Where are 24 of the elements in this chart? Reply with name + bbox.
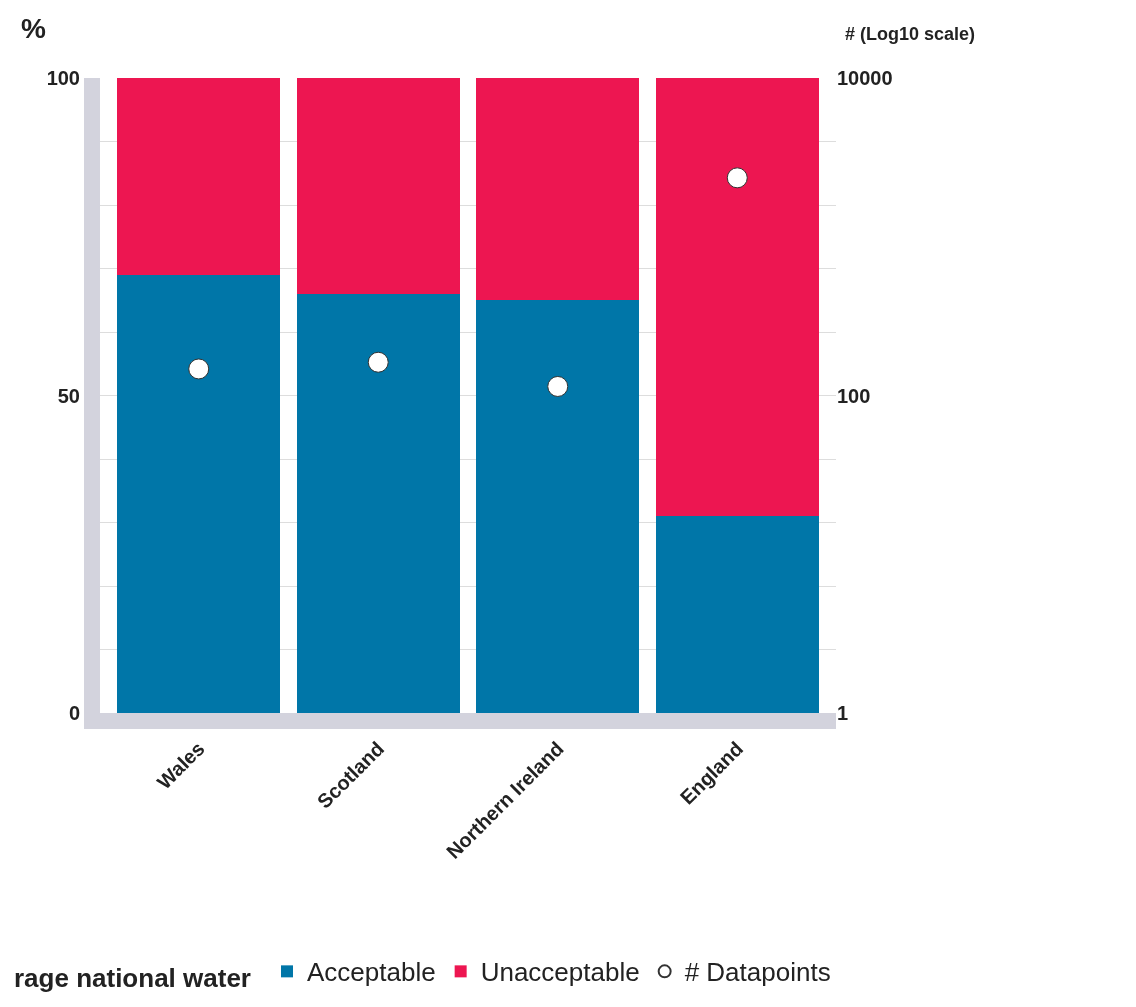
bar (296, 293, 460, 713)
point (547, 375, 569, 397)
bar (655, 78, 819, 517)
bar (476, 300, 640, 713)
y-tick-label: 50 (57, 384, 80, 407)
bar (476, 78, 640, 301)
y2-tick-label: 10000 (837, 67, 893, 89)
y-axis-title: % (21, 13, 46, 44)
bar (117, 78, 281, 275)
legend-label: Unacceptable (480, 957, 640, 988)
point (188, 358, 210, 380)
text: rage national water (14, 963, 251, 993)
bar (655, 516, 819, 713)
y-tick-label: 0 (68, 702, 80, 724)
legend-label: # Datapoints (684, 957, 831, 988)
y2-tick-label: 100 (837, 384, 871, 407)
y2-axis-title: # (Log10 scale) (845, 24, 976, 44)
y2-tick-label: 1 (837, 702, 849, 724)
point (367, 351, 389, 373)
bar (117, 274, 281, 713)
point (726, 167, 748, 189)
bar (296, 78, 460, 294)
y-tick-label: 100 (46, 67, 80, 89)
legend-label: Acceptable (307, 957, 436, 988)
